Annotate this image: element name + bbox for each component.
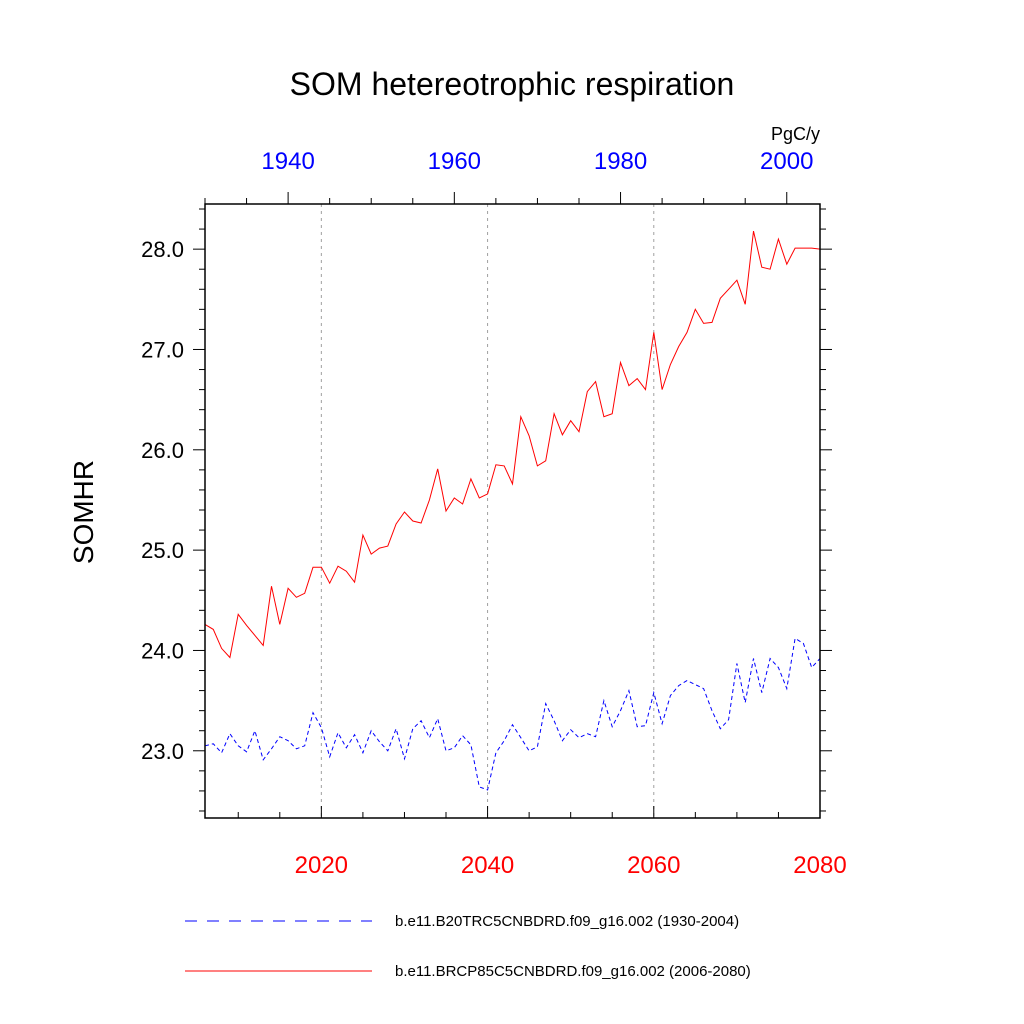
series-line-rcp85 [204,230,821,659]
legend-label-rcp85: b.e11.BRCP85C5CNBDRD.f09_g16.002 (2006-2… [395,963,751,980]
y-tick-label: 27.0 [141,337,184,362]
plot-frame [204,203,821,819]
x-tick-label-top: 1980 [594,148,647,175]
y-axis-label: SOMHR [68,460,99,564]
y-tick-label: 25.0 [141,538,184,563]
series-layer [204,230,821,791]
grid-lines [320,204,655,818]
legend: b.e11.B20TRC5CNBDRD.f09_g16.002 (1930-20… [185,913,751,980]
x-tick-label-top: 2000 [760,148,813,175]
y-tick-label: 26.0 [141,438,184,463]
y-tick-label: 24.0 [141,638,184,663]
x-tick-label-bottom: 2020 [295,852,348,879]
series-line-historical [204,637,821,791]
x-tick-label-bottom: 2040 [461,852,514,879]
tick-labels: 23.0 24.0 25.0 26.0 27.0 28.0 2020 2040 2060 2080… [141,148,847,879]
chart-title: SOM hetereotrophic respiration [290,66,735,102]
x-tick-label-top: 1940 [261,148,314,175]
axis-ticks [193,192,832,818]
y-tick-label: 23.0 [141,739,184,764]
legend-label-historical: b.e11.B20TRC5CNBDRD.f09_g16.002 (1930-20… [395,913,739,930]
units-label: PgC/y [771,124,820,144]
x-tick-label-top: 1960 [428,148,481,175]
y-tick-label: 28.0 [141,237,184,262]
x-tick-label-bottom: 2060 [627,852,680,879]
x-tick-label-bottom: 2080 [793,852,846,879]
